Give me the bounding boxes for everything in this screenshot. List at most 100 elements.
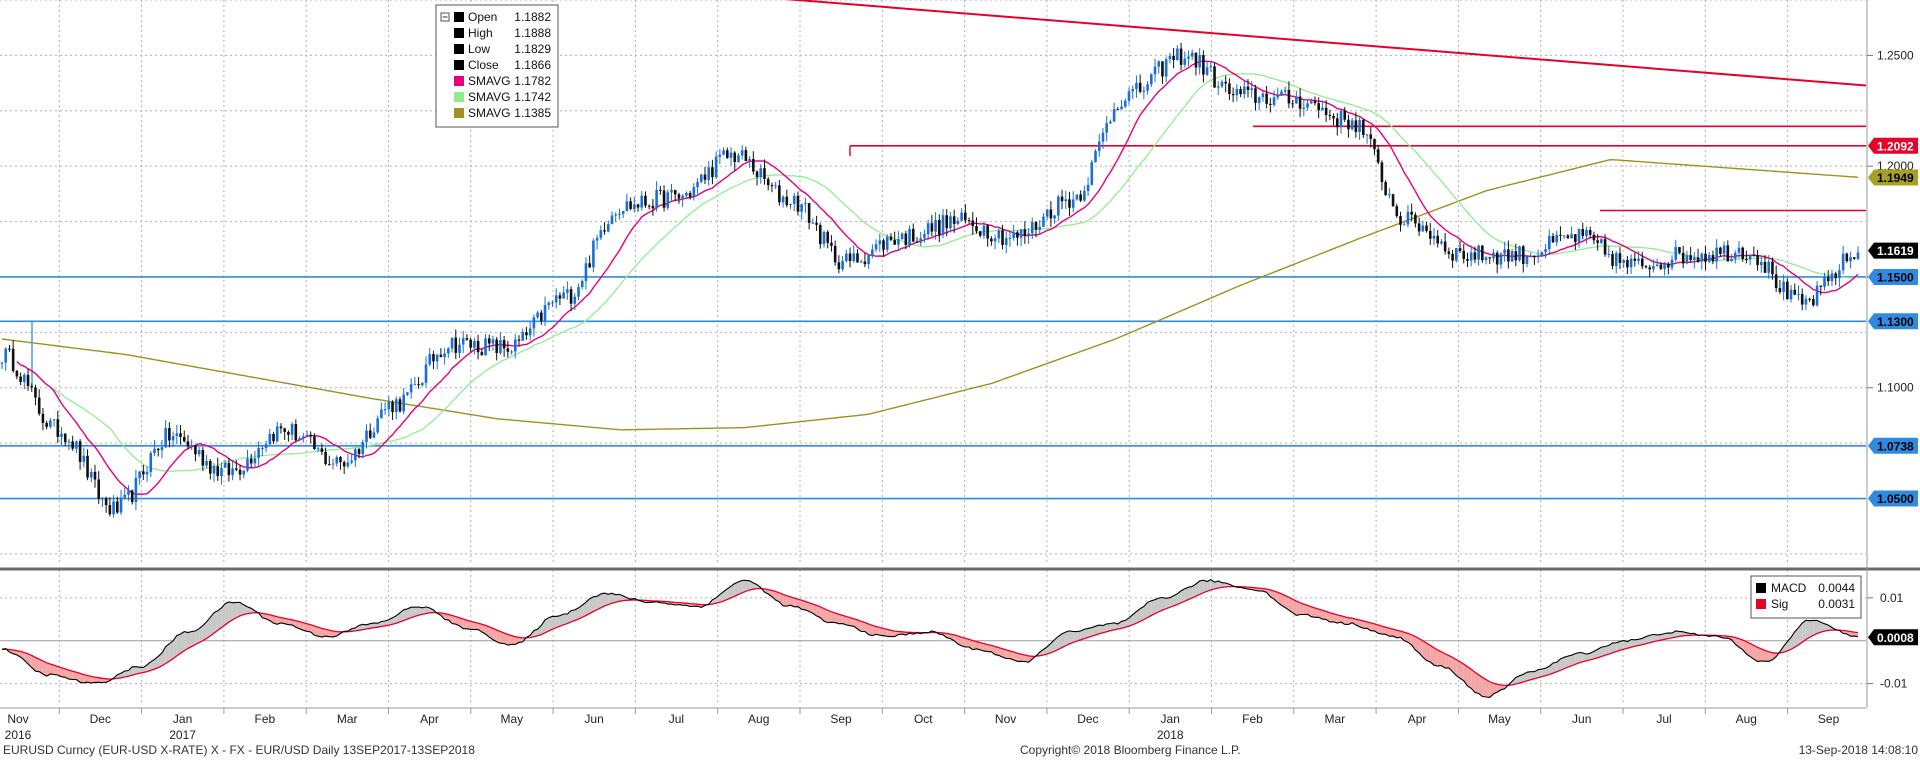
candle-body [1,363,4,364]
candle-body [536,313,539,318]
candle-body [1172,56,1175,60]
legend-swatch [454,60,464,70]
candle-body [957,221,960,224]
candle-body [1102,133,1105,142]
y-tick-label: 1.1000 [1877,381,1914,395]
candle-body [495,339,498,353]
candle-body [1250,88,1253,90]
candle-body [1262,94,1265,98]
x-tick-label: Jan [173,712,192,726]
candle-body [867,255,870,264]
candle-body [797,196,800,212]
candle-body [447,349,450,354]
candle-body [670,190,673,192]
candle-body [559,295,562,298]
candle-body [1712,255,1715,262]
candle-body [276,426,279,441]
candle-body [354,449,357,460]
candle-body [1064,199,1067,201]
candle-body [302,437,305,439]
price-level-tag: 1.0500 [1868,491,1918,507]
candle-body [194,445,197,454]
candle-body [477,341,480,352]
candle-body [454,338,457,353]
macd-value-tag-label: 0.0008 [1877,631,1914,645]
x-tick-label: Jun [584,712,603,726]
candle-body [1652,266,1655,269]
candle-body [1615,253,1618,266]
candle-body [1448,251,1451,253]
candle-body [1793,290,1796,295]
candle-body [934,220,937,232]
footer-copyright: Copyright© 2018 Bloomberg Finance L.P. [1020,743,1241,757]
candle-body [1053,216,1056,219]
candle-body [659,190,662,191]
candle-body [1485,257,1488,260]
price-level-tag-label: 1.2092 [1877,139,1914,153]
candle-body [1414,215,1417,224]
x-tick-label: Sep [1818,712,1840,726]
candle-body [1462,251,1465,259]
sma-long-line [2,160,1858,430]
candle-body [1481,246,1484,260]
candle-body [1381,162,1384,182]
candle-body [782,197,785,203]
candle-body [1719,248,1722,254]
candle-body [142,471,145,474]
x-tick-label: Sep [830,712,852,726]
candle-body [551,302,554,303]
candle-body [715,157,718,177]
candle-body [834,246,837,262]
candle-body [719,155,722,157]
candle-body [1117,109,1120,110]
candle-body [1340,111,1343,127]
x-tick-label: Jan [1161,712,1180,726]
candle-body [800,204,803,211]
candle-body [149,453,152,472]
candle-body [726,150,729,158]
candle-body [1626,260,1629,267]
candle-body [176,433,179,436]
candle-body [1775,274,1778,288]
candle-body [614,215,617,216]
candle-body [700,175,703,182]
macd-histogram-fill [177,634,181,656]
candle-body [1511,251,1514,261]
candle-body [466,338,469,340]
candle-body [1686,255,1689,263]
candle-body [1738,248,1741,253]
candle-body [826,232,829,243]
candle-body [1567,235,1570,238]
price-level-tag-label: 1.1619 [1877,244,1914,258]
candle-body [629,201,632,209]
candle-body [1366,134,1369,135]
candle-body [1422,225,1425,231]
candle-body [611,215,614,224]
candle-body [875,244,878,249]
candle-body [120,498,123,513]
candle-body [1183,59,1186,65]
candle-body [1846,254,1849,262]
candle-body [908,229,911,245]
candle-body [101,498,104,499]
candle-body [19,377,22,382]
candle-body [600,230,603,238]
candle-body [1656,265,1659,266]
candle-body [116,501,119,512]
candle-body [547,303,550,306]
candle-body [752,159,755,171]
candle-body [1753,255,1756,256]
macd-legend-swatch [1756,599,1766,609]
candle-body [1384,182,1387,195]
candle-body [1708,255,1711,262]
candle-body [949,216,952,228]
price-level-tag: 1.1300 [1868,313,1918,329]
candle-body [1042,217,1045,227]
candle-body [722,150,725,154]
x-tick-label: Jun [1572,712,1591,726]
candle-body [901,233,904,239]
candle-body [1072,199,1075,207]
candle-body [566,289,569,292]
